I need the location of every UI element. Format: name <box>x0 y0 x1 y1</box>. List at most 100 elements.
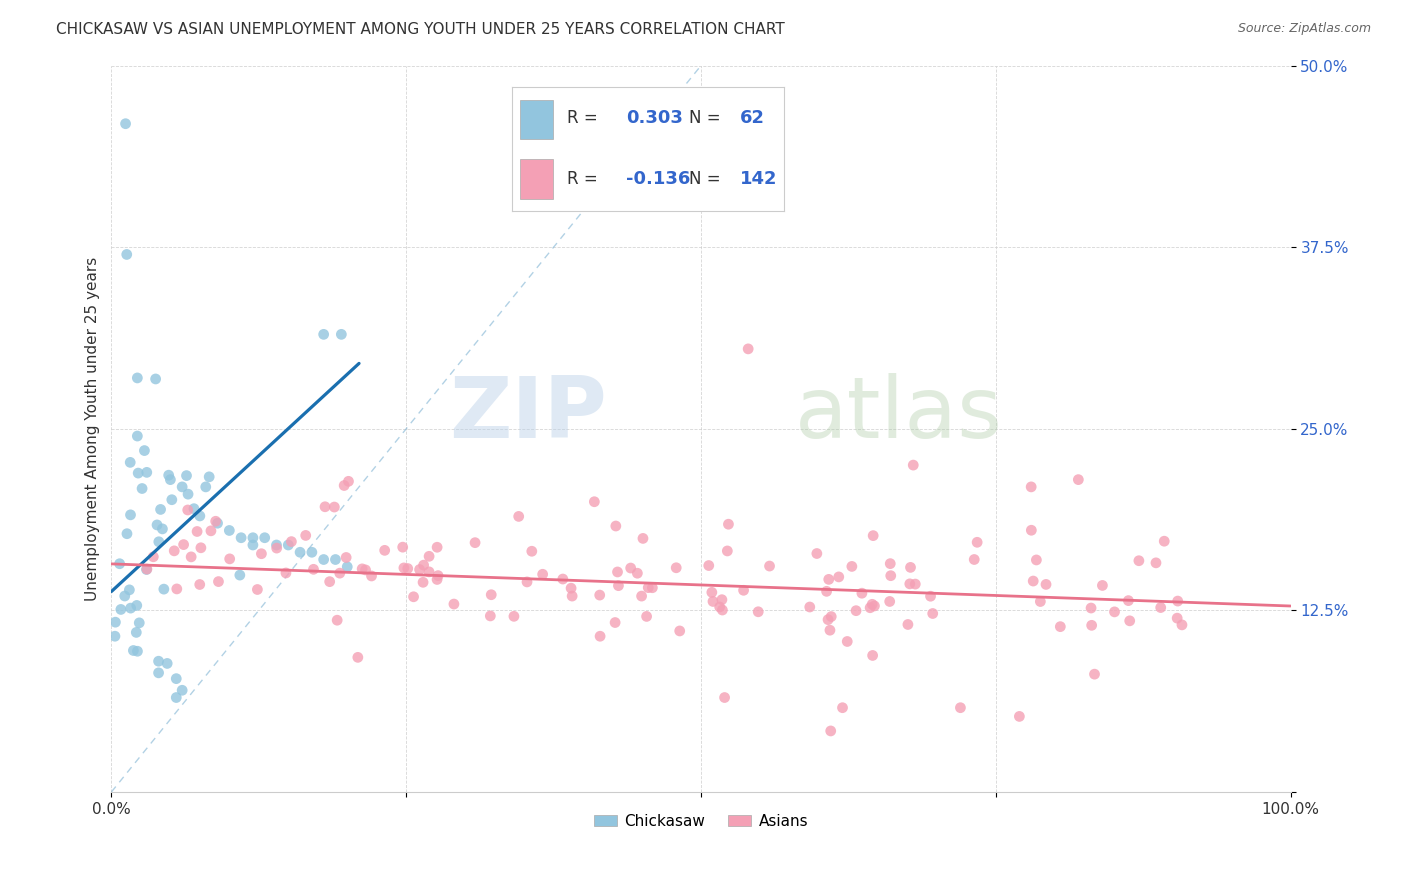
Point <box>242 538 264 552</box>
Point <box>561 589 583 603</box>
Point <box>131 482 153 496</box>
Point <box>1118 593 1140 607</box>
Text: ZIP: ZIP <box>449 373 606 456</box>
Point <box>1083 667 1105 681</box>
Point <box>831 700 853 714</box>
Point <box>142 549 165 564</box>
Point <box>620 561 643 575</box>
Point <box>354 563 377 577</box>
Point <box>589 629 612 643</box>
Point <box>1080 618 1102 632</box>
Point <box>1022 574 1045 588</box>
Point <box>323 500 346 514</box>
Point <box>177 487 200 501</box>
Point <box>274 566 297 580</box>
Point <box>903 458 925 472</box>
Point <box>1080 601 1102 615</box>
Point <box>1167 594 1189 608</box>
Point <box>135 562 157 576</box>
Point <box>294 528 316 542</box>
Point <box>845 604 868 618</box>
Point <box>280 534 302 549</box>
Point <box>188 577 211 591</box>
Point <box>172 683 194 698</box>
Point <box>412 575 434 590</box>
Point <box>374 543 396 558</box>
Point <box>426 541 449 555</box>
Point <box>1008 709 1031 723</box>
Point <box>176 468 198 483</box>
Point <box>218 552 240 566</box>
Point <box>921 607 943 621</box>
Point <box>520 544 543 558</box>
Point <box>860 597 883 611</box>
Point <box>603 615 626 630</box>
Point <box>626 566 648 581</box>
Point <box>207 516 229 531</box>
Point <box>630 589 652 603</box>
Point <box>408 563 430 577</box>
Point <box>110 602 132 616</box>
Point <box>336 559 359 574</box>
Point <box>713 690 735 705</box>
Point <box>314 500 336 514</box>
Point <box>583 494 606 508</box>
Point <box>799 600 821 615</box>
Point <box>318 574 340 589</box>
Point <box>108 557 131 571</box>
Point <box>531 567 554 582</box>
Point <box>301 545 323 559</box>
Point <box>177 503 200 517</box>
Point <box>392 561 415 575</box>
Point <box>711 603 734 617</box>
Point <box>1166 611 1188 625</box>
Point <box>120 508 142 522</box>
Point <box>122 643 145 657</box>
Point <box>172 480 194 494</box>
Point <box>418 565 440 579</box>
Point <box>1144 556 1167 570</box>
Point <box>165 672 187 686</box>
Point <box>560 581 582 595</box>
Point <box>160 492 183 507</box>
Point <box>360 569 382 583</box>
Point <box>218 524 240 538</box>
Point <box>820 723 842 738</box>
Point <box>253 531 276 545</box>
Point <box>479 588 502 602</box>
Point <box>1104 605 1126 619</box>
Point <box>733 583 755 598</box>
Point <box>104 615 127 630</box>
Point <box>636 609 658 624</box>
Point <box>589 588 612 602</box>
Point <box>828 570 851 584</box>
Point <box>880 568 903 582</box>
Point <box>312 327 335 342</box>
Point <box>153 582 176 596</box>
Point <box>817 573 839 587</box>
Point <box>1029 594 1052 608</box>
Point <box>898 577 921 591</box>
Point <box>863 599 886 613</box>
Point <box>352 562 374 576</box>
Point <box>668 624 690 638</box>
Point <box>250 547 273 561</box>
Point <box>897 617 920 632</box>
Point <box>266 538 288 552</box>
Point <box>700 585 723 599</box>
Point <box>127 466 149 480</box>
Point <box>605 519 627 533</box>
Point <box>503 609 526 624</box>
Point <box>479 608 502 623</box>
Point <box>200 524 222 538</box>
Point <box>606 565 628 579</box>
Point <box>817 613 839 627</box>
Point <box>180 549 202 564</box>
Point <box>963 552 986 566</box>
Point <box>148 534 170 549</box>
Point <box>837 634 859 648</box>
Point <box>156 657 179 671</box>
Point <box>207 574 229 589</box>
Point <box>1019 480 1042 494</box>
Point <box>198 470 221 484</box>
